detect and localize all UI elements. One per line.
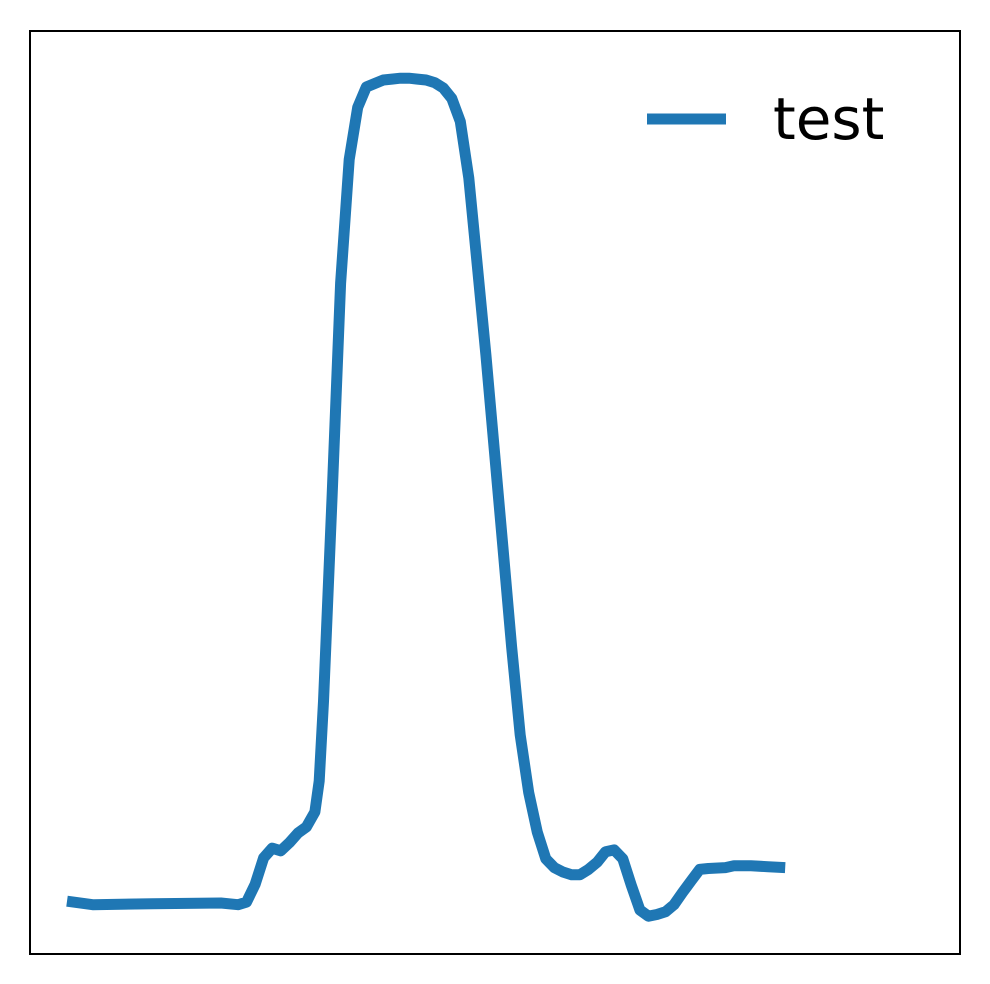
series-line-test	[66, 72, 786, 922]
legend-label: test	[773, 85, 884, 153]
plot-area-frame	[29, 30, 961, 955]
legend: test	[647, 85, 884, 153]
